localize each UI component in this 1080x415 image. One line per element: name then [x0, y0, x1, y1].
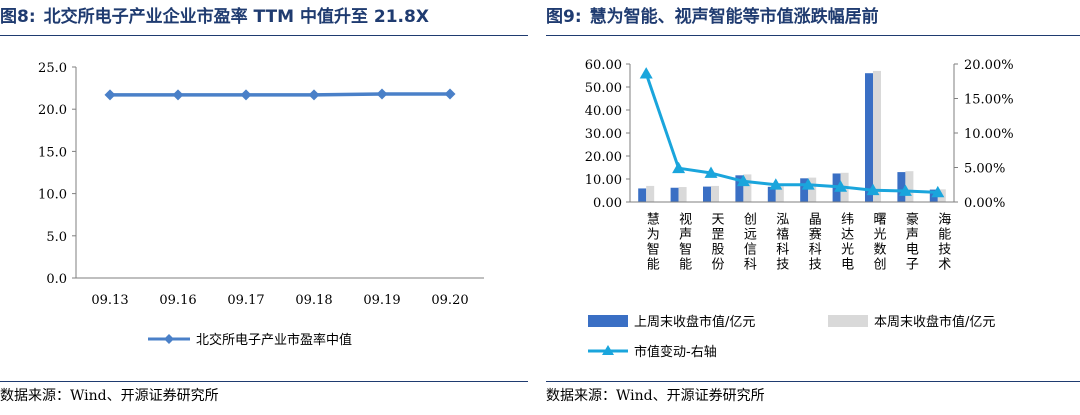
left-y-tick-label: 10.00 [585, 173, 622, 188]
legend-label-this-week: 本周末收盘市值/亿元 [874, 314, 995, 330]
data-point-diamond [240, 89, 252, 101]
figure-9-top-rule [546, 35, 1080, 36]
right-y-tick-label: 15.00% [964, 93, 1014, 108]
y-tick-label: 20.0 [38, 103, 67, 118]
bar-last-week [800, 178, 809, 202]
data-point-triangle [801, 178, 815, 190]
bar-this-week [678, 187, 687, 202]
right-y-tick-label: 10.00% [964, 127, 1014, 142]
data-point-triangle [639, 67, 653, 79]
figure-8-panel: 图8: 北交所电子产业企业市盈率 TTM 中值升至 21.8X 0.0 5.0 10.… [0, 0, 528, 415]
x-category-label: 晶赛科技 [806, 212, 822, 272]
figure-9-number: 图9: [546, 7, 582, 27]
x-tick-label: 09.13 [91, 293, 128, 308]
left-y-tick-label: 40.00 [585, 104, 622, 119]
legend-label-last-week: 上周末收盘市值/亿元 [634, 314, 755, 330]
x-category-label: 海能技术 [935, 212, 951, 272]
left-y-tick-label: 20.00 [585, 150, 622, 165]
bar-last-week [897, 172, 906, 202]
left-y-tick-label: 30.00 [585, 127, 622, 142]
bar-last-week [670, 187, 679, 202]
x-tick-label: 09.19 [363, 293, 400, 308]
figure-8-title: 图8: 北交所电子产业企业市盈率 TTM 中值升至 21.8X [0, 4, 429, 30]
x-category-label: 纬达光电 [838, 212, 854, 272]
data-point-diamond [104, 89, 116, 101]
data-point-diamond [172, 89, 184, 101]
data-point-triangle [931, 185, 945, 198]
data-point-triangle [769, 178, 783, 190]
x-category-label: 创远信科 [741, 212, 757, 272]
y-tick-label: 5.0 [46, 230, 67, 245]
x-category-label: 天罡股份 [709, 212, 725, 272]
figure-9-combo-chart: 0.00 10.00 20.00 30.00 40.00 50.00 60.00 0.00% 5… [585, 58, 1014, 360]
figure-9-bottom-rule [546, 381, 1080, 382]
series-line-value-change [644, 73, 938, 194]
figure-9-panel: 图9: 慧为智能、视声智能等市值涨跌幅居前 0.00 10.00 20.00 30.00… [546, 0, 1080, 415]
figure-8-line-chart: 0.0 5.0 10.0 15.0 20.0 25.0 09.13 09.16 09.17 09.… [38, 61, 484, 348]
bar-this-week [743, 174, 752, 202]
x-category-label: 视声智能 [676, 212, 692, 272]
x-tick-label: 09.18 [295, 293, 332, 308]
x-category-label: 豪声电子 [903, 211, 919, 272]
bar-this-week [808, 177, 817, 202]
x-tick-label: 09.16 [159, 293, 196, 308]
data-point-triangle [704, 166, 718, 178]
figure-9-title-text: 慧为智能、视声智能等市值涨跌幅居前 [589, 7, 879, 27]
y-tick-label: 25.0 [38, 61, 67, 76]
data-point-diamond [376, 88, 388, 100]
figure-9-title: 图9: 慧为智能、视声智能等市值涨跌幅居前 [546, 4, 879, 30]
bar-this-week [711, 185, 719, 202]
bar-last-week [767, 186, 776, 202]
figure-9-source: 数据来源：Wind、开源证券研究所 [546, 388, 765, 404]
legend-swatch-this-week [828, 315, 868, 327]
x-tick-label: 09.17 [227, 293, 264, 308]
legend-label: 北交所电子产业市盈率中值 [196, 332, 352, 348]
x-tick-label: 09.20 [431, 293, 468, 308]
data-point-diamond [444, 88, 456, 100]
figure-8-source: 数据来源：Wind、开源证券研究所 [0, 388, 219, 404]
bar-this-week [775, 186, 784, 202]
data-point-triangle [736, 174, 750, 187]
x-category-label: 慧为智能 [644, 211, 660, 272]
data-point-triangle [834, 180, 848, 192]
bar-this-week [646, 185, 655, 202]
data-point-triangle [898, 184, 912, 196]
bar-last-week [703, 186, 711, 202]
x-category-label: 泓禧科技 [773, 212, 789, 272]
data-point-triangle [866, 183, 880, 196]
left-y-tick-label: 50.00 [585, 81, 622, 96]
bar-this-week [873, 70, 881, 203]
right-y-tick-label: 5.00% [964, 162, 1005, 177]
figure-8-title-text: 北交所电子产业企业市盈率 TTM 中值升至 21.8X [43, 7, 429, 27]
legend-label-value-change: 市值变动-右轴 [634, 344, 717, 360]
legend-swatch-last-week [588, 315, 628, 327]
series-line-pe-median [110, 92, 450, 97]
right-y-tick-label: 20.00% [964, 58, 1014, 73]
figure-8-number: 图8: [0, 7, 36, 27]
data-point-triangle [672, 161, 686, 174]
figure-8-bottom-rule [0, 381, 528, 382]
figure-8-top-rule [0, 35, 528, 36]
left-y-tick-label: 0.00 [593, 196, 622, 211]
data-point-diamond [308, 89, 320, 101]
left-y-tick-label: 60.00 [585, 58, 622, 73]
x-category-label: 曙光数创 [871, 212, 887, 272]
legend-diamond-marker [164, 334, 174, 344]
y-tick-label: 10.0 [38, 188, 67, 203]
legend-triangle-marker [602, 345, 614, 355]
bar-this-week [905, 171, 914, 202]
bar-last-week [865, 73, 873, 202]
bar-last-week [638, 188, 647, 202]
y-tick-label: 0.0 [46, 272, 67, 287]
bar-last-week [735, 175, 744, 202]
y-tick-label: 15.0 [38, 145, 67, 160]
right-y-tick-label: 0.00% [964, 196, 1005, 211]
